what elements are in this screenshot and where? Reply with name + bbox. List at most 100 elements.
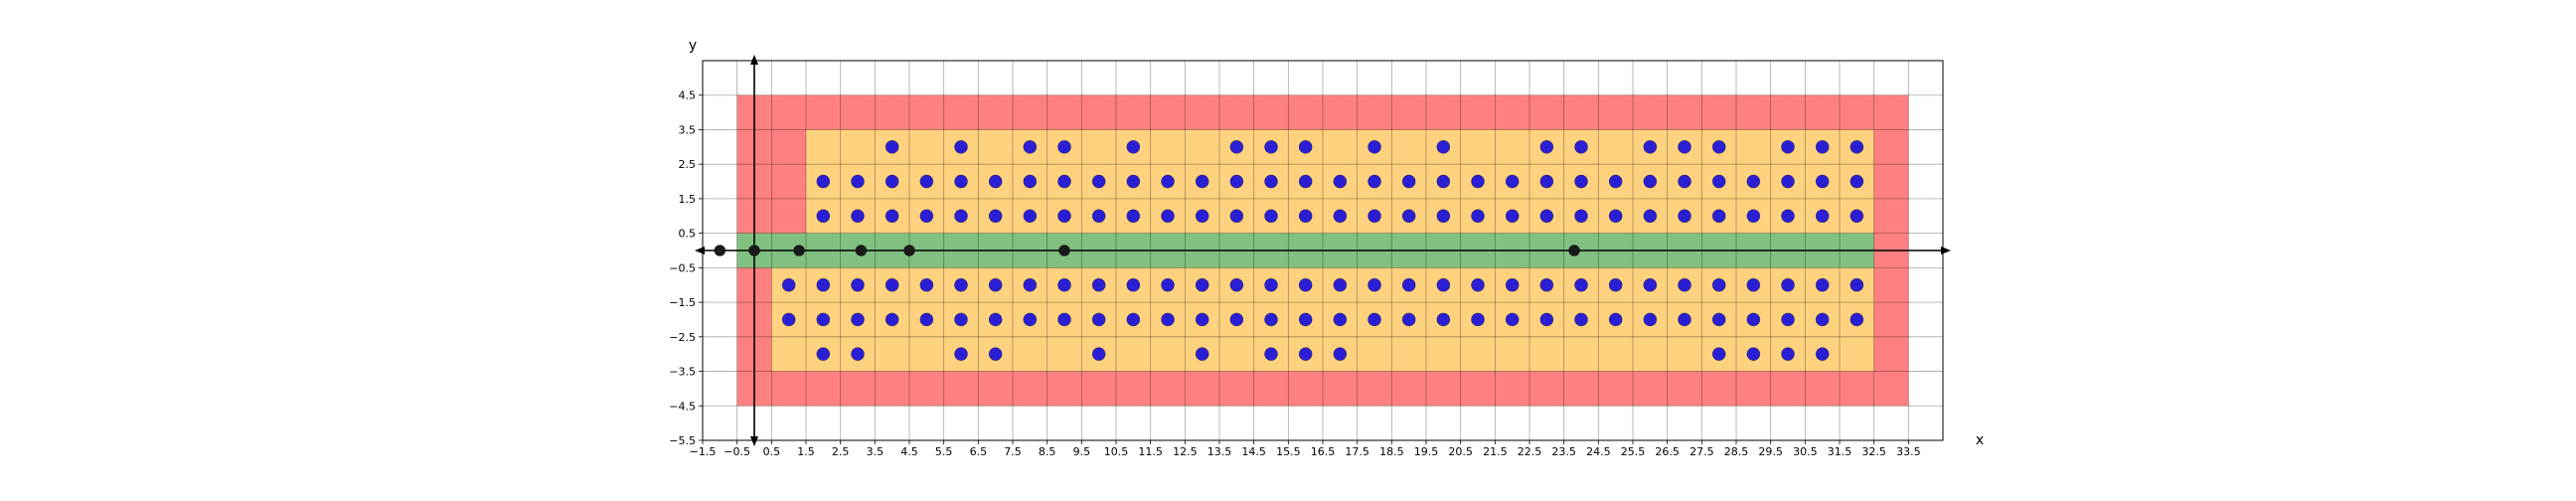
data-point — [851, 347, 865, 361]
x-tick-label: 33.5 — [1896, 445, 1921, 458]
data-point — [1401, 277, 1416, 292]
data-point — [1746, 209, 1761, 224]
x-tick-label: 11.5 — [1138, 445, 1163, 458]
x-tick-label: 12.5 — [1173, 445, 1198, 458]
data-point — [1091, 312, 1106, 327]
data-point — [1023, 174, 1038, 189]
data-point — [1057, 209, 1071, 224]
x-axis-arrow-right — [1941, 247, 1951, 254]
axis-point — [1058, 245, 1070, 256]
data-point — [1298, 140, 1313, 154]
data-point — [816, 209, 831, 224]
data-point — [1471, 209, 1485, 224]
data-point — [988, 277, 1003, 292]
data-points — [714, 140, 1864, 361]
y-tick-label: 3.5 — [679, 123, 697, 136]
data-point — [1023, 277, 1038, 292]
y-tick-label: −4.5 — [669, 400, 696, 413]
data-point — [1746, 347, 1761, 361]
data-point — [1815, 312, 1830, 327]
data-point — [1436, 312, 1451, 327]
x-tick-label: 21.5 — [1483, 445, 1508, 458]
data-point — [1539, 209, 1554, 224]
data-point — [1436, 277, 1451, 292]
y-tick-label: 0.5 — [679, 228, 697, 241]
data-point — [1643, 174, 1658, 189]
x-axis-arrow-left — [695, 247, 705, 254]
data-point — [919, 277, 934, 292]
data-point — [919, 312, 934, 327]
data-point — [1711, 174, 1726, 189]
data-point — [1781, 277, 1795, 292]
data-point — [1195, 312, 1209, 327]
data-point — [816, 174, 831, 189]
x-tick-label: 23.5 — [1551, 445, 1576, 458]
data-point — [954, 140, 968, 154]
data-point — [885, 312, 899, 327]
data-point — [1711, 140, 1726, 154]
data-point — [1711, 277, 1726, 292]
data-point — [1850, 140, 1864, 154]
x-tick-label: 2.5 — [832, 445, 850, 458]
x-tick-label: 10.5 — [1104, 445, 1129, 458]
data-point — [781, 277, 796, 292]
data-point — [1539, 277, 1554, 292]
data-point — [1746, 312, 1761, 327]
x-tick-label: 1.5 — [797, 445, 815, 458]
data-point — [1643, 277, 1658, 292]
x-tick-label: 3.5 — [867, 445, 885, 458]
y-tick-label: −2.5 — [669, 331, 696, 344]
axis-point — [903, 245, 915, 256]
y-tick-label: −0.5 — [669, 261, 696, 274]
data-point — [1057, 174, 1071, 189]
data-point — [1608, 209, 1623, 224]
data-point — [1608, 277, 1623, 292]
data-point — [1333, 312, 1348, 327]
data-point — [954, 347, 968, 361]
y-tick-label: −3.5 — [669, 366, 696, 379]
y-axis-label: y — [689, 38, 697, 54]
data-point — [988, 174, 1003, 189]
x-tick-label: −0.5 — [724, 445, 750, 458]
data-point — [1678, 209, 1691, 224]
data-point — [1574, 174, 1588, 189]
data-point — [1608, 312, 1623, 327]
data-point — [1091, 347, 1106, 361]
data-point — [1574, 312, 1588, 327]
data-point — [1539, 174, 1554, 189]
data-point — [1711, 209, 1726, 224]
x-tick-label: 13.5 — [1208, 445, 1232, 458]
data-point — [1264, 312, 1278, 327]
data-point — [1505, 277, 1520, 292]
data-point — [988, 312, 1003, 327]
data-point — [1126, 140, 1141, 154]
data-point — [1850, 312, 1864, 327]
data-point — [919, 174, 934, 189]
data-point — [1678, 312, 1691, 327]
data-point — [1505, 209, 1520, 224]
x-tick-label: 4.5 — [900, 445, 918, 458]
data-point — [1471, 277, 1485, 292]
data-point — [816, 277, 831, 292]
data-point — [1401, 312, 1416, 327]
data-point — [1333, 174, 1348, 189]
data-point — [1539, 140, 1554, 154]
y-tick-label: −5.5 — [669, 434, 696, 447]
data-point — [954, 312, 968, 327]
data-point — [1368, 140, 1381, 154]
x-tick-label: 8.5 — [1039, 445, 1056, 458]
data-point — [1368, 312, 1381, 327]
x-tick-label: 16.5 — [1311, 445, 1336, 458]
data-point — [851, 312, 865, 327]
data-point — [1711, 347, 1726, 361]
data-point — [1781, 209, 1795, 224]
data-point — [1023, 140, 1038, 154]
data-point — [1678, 174, 1691, 189]
y-axis-arrow-down — [750, 436, 758, 446]
data-point — [885, 277, 899, 292]
data-point — [1264, 347, 1278, 361]
data-point — [1781, 140, 1795, 154]
data-point — [1471, 174, 1485, 189]
data-point — [1574, 277, 1588, 292]
data-point — [1229, 209, 1244, 224]
